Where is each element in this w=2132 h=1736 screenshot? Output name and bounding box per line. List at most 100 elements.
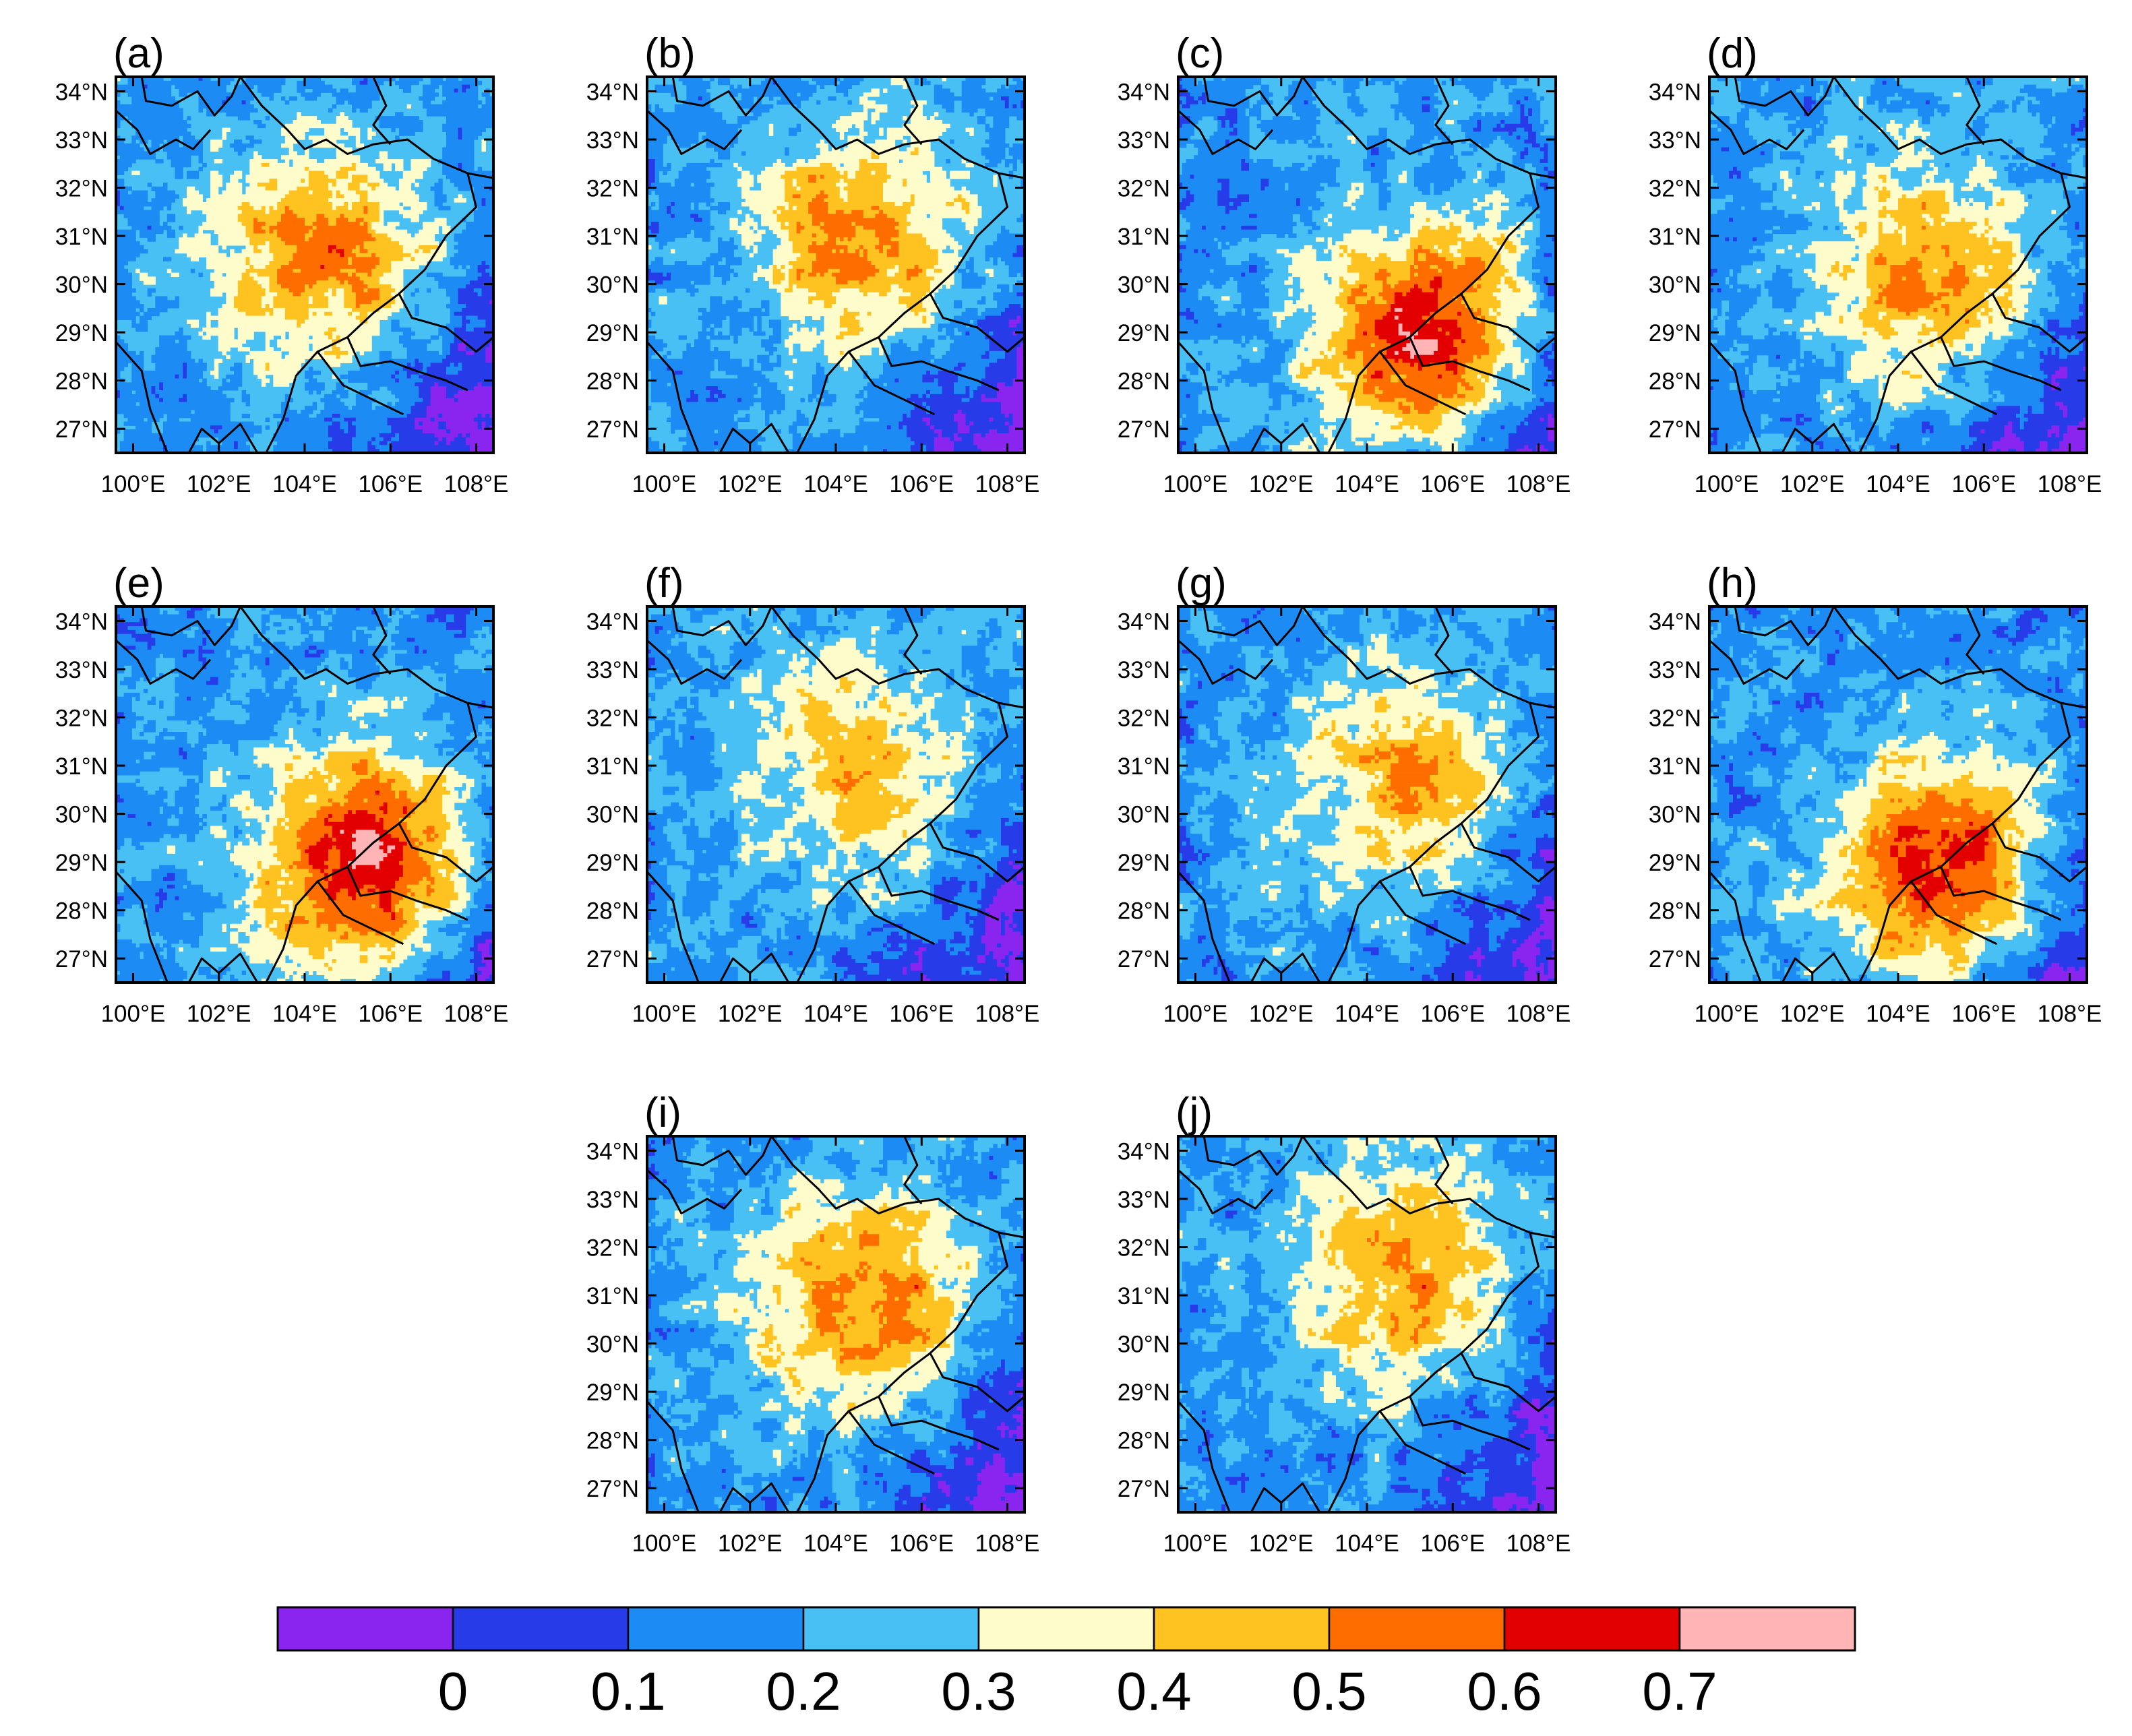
province-boundary bbox=[140, 77, 241, 117]
lat-tick-label: 32°N bbox=[586, 706, 639, 732]
lat-tick-label: 28°N bbox=[586, 898, 639, 925]
province-boundary bbox=[1940, 866, 2062, 921]
province-boundary bbox=[1940, 336, 2062, 392]
province-boundary bbox=[770, 1136, 1025, 1239]
contour-field bbox=[116, 607, 493, 983]
lat-tick-label: 28°N bbox=[586, 1428, 639, 1454]
lat-tick-label: 31°N bbox=[586, 753, 639, 780]
lat-tick-label: 33°N bbox=[1649, 127, 1701, 154]
province-boundary bbox=[116, 639, 212, 685]
lat-tick-label: 27°N bbox=[55, 946, 108, 972]
lat-tick-label: 30°N bbox=[586, 272, 639, 299]
province-boundary bbox=[1202, 1136, 1304, 1176]
colorbar-tick-label: 0.6 bbox=[1467, 1661, 1542, 1721]
lat-tick-label: 34°N bbox=[1649, 79, 1701, 105]
province-boundary bbox=[1434, 1136, 1454, 1205]
province-boundary bbox=[1327, 292, 1462, 453]
lon-tick-label: 102°E bbox=[1249, 1001, 1314, 1027]
colorbar-swatch bbox=[1503, 1606, 1681, 1652]
lat-tick-label: 32°N bbox=[1118, 176, 1170, 202]
lon-tick-label: 100°E bbox=[1163, 471, 1228, 497]
lat-tick-label: 27°N bbox=[55, 416, 108, 443]
province-boundary bbox=[1178, 639, 1274, 685]
lon-tick-label: 102°E bbox=[1249, 1530, 1314, 1557]
province-boundary bbox=[1378, 1410, 1467, 1475]
lat-tick-label: 29°N bbox=[55, 320, 108, 346]
province-boundary bbox=[1378, 350, 1467, 416]
lat-tick-label: 31°N bbox=[55, 753, 108, 780]
lon-tick-label: 102°E bbox=[1780, 1001, 1845, 1027]
lon-tick-label: 104°E bbox=[1335, 471, 1399, 497]
lat-tick-label: 34°N bbox=[55, 609, 108, 635]
lat-tick-label: 34°N bbox=[586, 609, 639, 635]
province-boundary bbox=[847, 1410, 936, 1475]
colorbar-tick-label: 0.4 bbox=[1116, 1661, 1191, 1721]
lon-tick-label: 104°E bbox=[803, 471, 868, 497]
lat-tick-label: 34°N bbox=[55, 79, 108, 105]
province-boundary bbox=[372, 77, 392, 146]
province-boundary bbox=[647, 341, 700, 453]
lon-tick-label: 102°E bbox=[718, 1001, 783, 1027]
province-boundary bbox=[116, 341, 169, 453]
lat-tick-label: 29°N bbox=[1118, 1380, 1170, 1406]
lat-tick-label: 29°N bbox=[1118, 320, 1170, 346]
lon-tick-label: 108°E bbox=[2038, 471, 2102, 497]
lon-tick-label: 106°E bbox=[1420, 471, 1485, 497]
lat-tick-label: 33°N bbox=[55, 127, 108, 154]
lat-tick-label: 28°N bbox=[1118, 898, 1170, 925]
lon-tick-label: 100°E bbox=[1163, 1530, 1228, 1557]
lon-tick-label: 104°E bbox=[1335, 1001, 1399, 1027]
province-boundary bbox=[1202, 77, 1304, 117]
province-boundary bbox=[1178, 1400, 1231, 1512]
colorbar-tick-label: 0 bbox=[438, 1661, 468, 1721]
province-boundary bbox=[187, 952, 259, 983]
province-boundary bbox=[116, 871, 169, 983]
contour-field bbox=[1709, 607, 2087, 983]
map-panels: 27°N 28°N 29°N 30°N 31°N 32°N 33°N 34°N 100°E 102… bbox=[55, 30, 2102, 1557]
lat-tick-label: 31°N bbox=[1649, 224, 1701, 250]
province-boundary bbox=[878, 1396, 1000, 1451]
province-boundary bbox=[1327, 822, 1462, 983]
province-boundary bbox=[1709, 871, 1762, 983]
lon-tick-label: 106°E bbox=[889, 471, 954, 497]
province-boundary bbox=[239, 607, 493, 709]
contour-field bbox=[1178, 77, 1556, 453]
colorbar-swatch bbox=[1678, 1606, 1856, 1652]
panel-label: (d) bbox=[1707, 30, 1758, 77]
lon-tick-label: 108°E bbox=[1506, 1001, 1571, 1027]
lon-tick-label: 104°E bbox=[272, 471, 337, 497]
lat-tick-label: 34°N bbox=[1118, 609, 1170, 635]
colorbar-swatch bbox=[276, 1606, 454, 1652]
province-boundary bbox=[1910, 350, 1998, 416]
lon-tick-label: 108°E bbox=[1506, 471, 1571, 497]
lon-tick-label: 104°E bbox=[1866, 471, 1930, 497]
province-boundary bbox=[1709, 639, 1805, 685]
province-boundary bbox=[346, 336, 468, 392]
contour-field bbox=[1178, 607, 1556, 983]
lon-tick-label: 100°E bbox=[101, 1001, 166, 1027]
province-boundary bbox=[903, 77, 923, 146]
lat-tick-label: 32°N bbox=[586, 1235, 639, 1262]
province-boundary bbox=[1833, 77, 2087, 179]
lon-tick-label: 102°E bbox=[718, 1530, 783, 1557]
map-panel-e: 27°N 28°N 29°N 30°N 31°N 32°N 33°N 34°N 100°E 102… bbox=[55, 560, 509, 1027]
lat-tick-label: 33°N bbox=[1649, 657, 1701, 683]
lat-tick-label: 30°N bbox=[1118, 272, 1170, 299]
lon-tick-label: 106°E bbox=[358, 471, 423, 497]
province-boundary bbox=[719, 952, 790, 983]
province-boundary bbox=[1966, 77, 1985, 146]
lat-tick-label: 29°N bbox=[586, 1380, 639, 1406]
lat-tick-label: 33°N bbox=[586, 657, 639, 683]
map-panel-b: 27°N 28°N 29°N 30°N 31°N 32°N 33°N 34°N 100°E 102… bbox=[586, 30, 1040, 497]
province-boundary bbox=[1327, 1352, 1462, 1512]
lon-tick-label: 104°E bbox=[1335, 1530, 1399, 1557]
province-boundary bbox=[1734, 77, 1835, 117]
province-boundary bbox=[1302, 1136, 1556, 1239]
panel-label: (e) bbox=[113, 560, 164, 607]
province-boundary bbox=[719, 423, 790, 453]
province-boundary bbox=[1378, 880, 1467, 946]
province-boundary bbox=[187, 423, 259, 453]
colorbar-swatch bbox=[977, 1606, 1155, 1652]
lat-tick-label: 31°N bbox=[586, 1283, 639, 1309]
